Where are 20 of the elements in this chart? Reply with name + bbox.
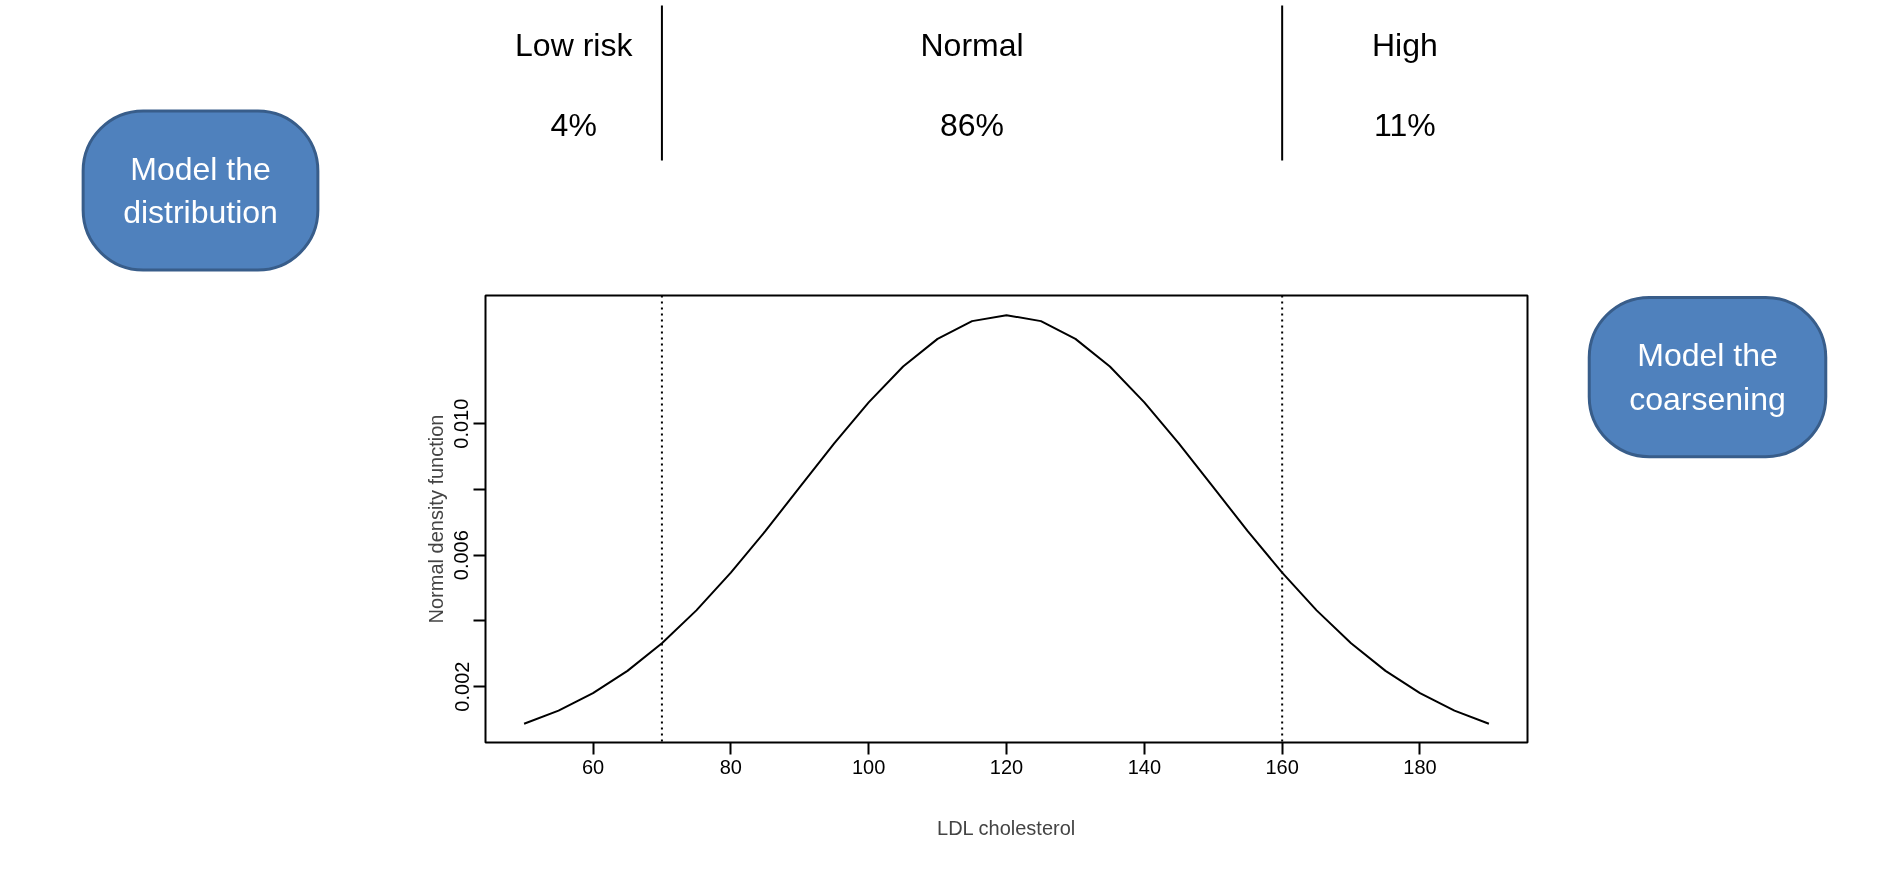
x-tick-label: 140 bbox=[1127, 755, 1162, 778]
text: Model the distribution bbox=[123, 150, 278, 231]
x-tick-label: 160 bbox=[1265, 755, 1299, 778]
text: Normal bbox=[920, 26, 1024, 63]
x-axis-title: LDL cholesterol bbox=[937, 816, 1076, 839]
y-tick-label: 0.010 bbox=[450, 398, 473, 449]
x-tick-label: 100 bbox=[851, 755, 886, 778]
y-axis-title: Normal density function bbox=[424, 414, 447, 624]
x-tick-label: 120 bbox=[989, 755, 1024, 778]
text: High bbox=[1371, 26, 1438, 63]
text: Model the coarsening bbox=[1629, 337, 1786, 417]
x-tick-label: 180 bbox=[1403, 755, 1437, 778]
text: 86% bbox=[940, 106, 1005, 143]
x-tick-label: 80 bbox=[719, 755, 742, 778]
text: 11% bbox=[1373, 106, 1436, 143]
y-tick-label: 0.002 bbox=[450, 661, 473, 712]
y-tick-label: 0.006 bbox=[450, 530, 473, 581]
text: Low risk bbox=[515, 26, 634, 63]
x-tick-label: 60 bbox=[581, 755, 605, 778]
text: 4% bbox=[550, 106, 597, 143]
